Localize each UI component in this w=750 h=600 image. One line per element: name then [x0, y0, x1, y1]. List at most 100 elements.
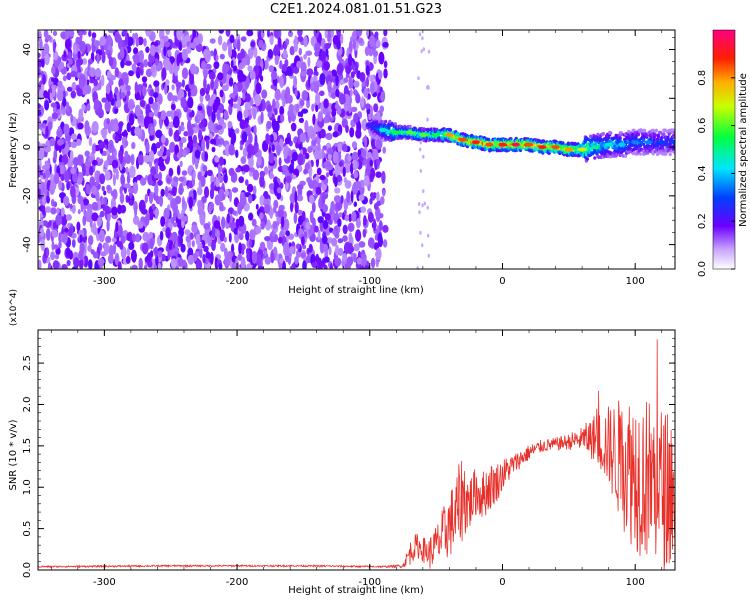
- noise-speckle: [365, 65, 370, 76]
- noise-speckle: [201, 60, 207, 70]
- noise-speckle: [42, 123, 47, 129]
- noise-speckle: [200, 175, 206, 187]
- noise-speckle: [323, 61, 330, 71]
- noise-speckle: [310, 83, 315, 92]
- noise-speckle: [53, 201, 58, 208]
- noise-speckle: [232, 103, 239, 109]
- noise-speckle: [42, 193, 46, 207]
- noise-speckle: [97, 200, 102, 211]
- noise-speckle: [322, 145, 327, 151]
- noise-speckle: [111, 144, 115, 154]
- noise-speckle: [175, 195, 182, 205]
- noise-speckle: [91, 185, 97, 196]
- noise-speckle: [372, 218, 377, 231]
- noise-speckle: [205, 251, 211, 260]
- noise-speckle: [130, 249, 137, 263]
- noise-speckle: [164, 57, 172, 71]
- noise-speckle: [179, 160, 183, 168]
- noise-speckle: [311, 139, 317, 147]
- noise-speckle: [120, 59, 125, 69]
- noise-speckle: [215, 54, 219, 62]
- noise-speckle: [149, 212, 154, 221]
- noise-speckle: [353, 170, 359, 179]
- noise-speckle: [121, 131, 129, 137]
- noise-speckle: [118, 121, 124, 127]
- noise-speckle: [188, 112, 194, 118]
- noise-speckle: [66, 180, 70, 191]
- noise-speckle: [229, 128, 235, 134]
- noise-speckle: [300, 252, 307, 258]
- noise-speckle: [266, 104, 272, 114]
- noise-speckle: [421, 203, 424, 208]
- noise-speckle: [206, 105, 213, 117]
- noise-speckle: [237, 253, 243, 261]
- signal-ridge-point: [471, 140, 480, 145]
- noise-speckle: [303, 231, 308, 238]
- noise-speckle: [98, 230, 105, 243]
- noise-speckle: [180, 243, 186, 253]
- noise-speckle: [284, 137, 291, 145]
- noise-speckle: [229, 93, 236, 100]
- noise-speckle: [303, 168, 308, 175]
- signal-cell: [645, 133, 649, 138]
- noise-speckle: [178, 125, 182, 135]
- noise-speckle: [88, 58, 93, 65]
- noise-speckle: [38, 110, 42, 117]
- noise-speckle: [94, 68, 102, 78]
- noise-speckle: [189, 42, 196, 49]
- noise-speckle: [119, 151, 123, 165]
- noise-speckle: [87, 244, 92, 252]
- noise-speckle: [214, 78, 219, 90]
- noise-speckle: [277, 236, 283, 244]
- noise-speckle: [235, 128, 240, 134]
- noise-speckle: [285, 86, 291, 98]
- noise-speckle: [301, 90, 309, 101]
- noise-speckle: [128, 103, 136, 109]
- noise-speckle: [267, 49, 273, 59]
- noise-speckle: [131, 142, 136, 150]
- noise-speckle: [107, 52, 112, 60]
- noise-speckle: [77, 209, 81, 215]
- noise-speckle: [364, 134, 368, 148]
- noise-speckle: [84, 160, 91, 167]
- noise-speckle: [60, 207, 65, 217]
- noise-speckle: [376, 191, 380, 202]
- noise-speckle: [101, 97, 108, 103]
- noise-speckle: [197, 113, 204, 121]
- noise-speckle: [70, 167, 76, 175]
- noise-speckle: [61, 264, 68, 269]
- noise-speckle: [181, 196, 185, 208]
- noise-speckle: [44, 53, 50, 66]
- noise-speckle: [232, 65, 238, 72]
- noise-speckle: [317, 142, 321, 152]
- noise-speckle: [143, 154, 151, 163]
- noise-speckle: [273, 199, 279, 209]
- noise-speckle: [323, 256, 330, 263]
- noise-speckle: [264, 236, 271, 242]
- noise-speckle: [54, 254, 60, 260]
- noise-speckle: [310, 130, 316, 141]
- noise-speckle: [290, 201, 294, 213]
- signal-ridge-point: [578, 147, 587, 152]
- noise-speckle: [423, 201, 426, 206]
- signal-ridge-point: [551, 145, 560, 150]
- noise-speckle: [369, 81, 375, 95]
- noise-speckle: [255, 203, 259, 210]
- noise-speckle: [181, 33, 185, 47]
- spectrogram-x-label: Height of straight line (km): [288, 285, 424, 296]
- noise-speckle: [231, 187, 239, 193]
- spectrogram-x-tick-label: -100: [358, 276, 381, 287]
- noise-speckle: [79, 30, 83, 42]
- noise-speckle: [98, 141, 106, 149]
- noise-speckle: [207, 236, 213, 247]
- noise-speckle: [251, 250, 257, 264]
- noise-speckle: [305, 162, 310, 171]
- noise-speckle: [201, 196, 207, 204]
- snr-x-ticks: -300 -200 -100 0 100: [50, 330, 663, 588]
- noise-speckle: [68, 250, 74, 260]
- noise-speckle: [43, 43, 50, 56]
- noise-speckle: [288, 103, 295, 115]
- noise-speckle: [46, 195, 50, 204]
- noise-speckle: [154, 173, 161, 179]
- noise-speckle: [274, 100, 280, 110]
